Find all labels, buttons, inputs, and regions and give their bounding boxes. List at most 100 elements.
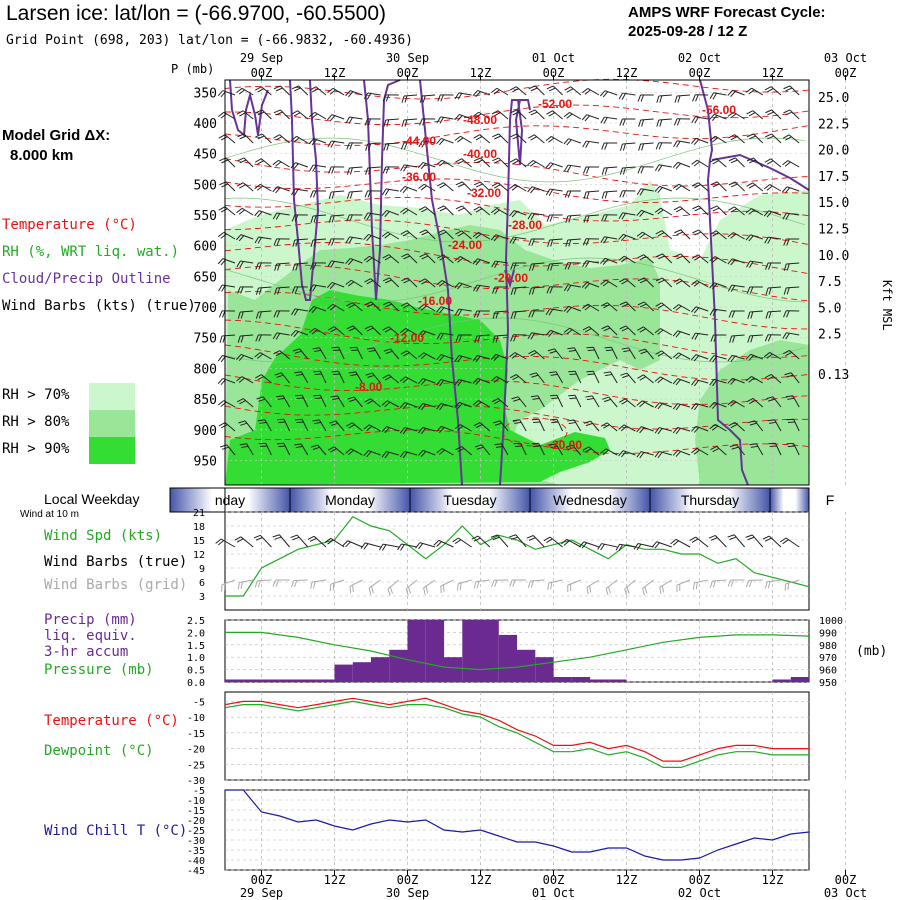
xsec-wind-barb	[673, 118, 691, 126]
xsec-wind-barb	[274, 262, 290, 271]
xsec-wind-barb	[709, 230, 727, 240]
wind-barb-feather	[766, 88, 774, 93]
surface-wind-barb	[615, 543, 636, 551]
wind-barb-staff	[643, 374, 654, 384]
wind-barb-staff	[387, 400, 400, 408]
wind-barb-feather	[746, 397, 754, 403]
wind-barb-feather	[512, 135, 520, 140]
wind-barb-feather	[492, 311, 496, 319]
xsec-wind-barb	[511, 396, 527, 408]
wind-barb-feather	[712, 580, 716, 588]
wind-barb-feather	[494, 443, 502, 446]
wind-barb-staff	[695, 402, 709, 408]
wind-barb-feather	[709, 135, 716, 141]
xsec-wind-barb	[783, 310, 800, 318]
wind-barb-feather	[530, 187, 536, 194]
wind-barb-feather	[313, 370, 321, 373]
xsec-wind-barb	[399, 328, 418, 336]
label-pressure-unit: (mb)	[856, 644, 888, 659]
wind-barb-feather	[510, 109, 518, 114]
pressure-tick-label: 960	[819, 666, 837, 677]
wind-barb-feather	[602, 259, 609, 265]
wind-barb-feather	[582, 446, 590, 451]
wind-barb-feather	[533, 421, 541, 423]
wind-barb-staff	[698, 229, 709, 240]
precip-bar	[334, 664, 353, 682]
wind-barb-staff	[641, 209, 654, 216]
wind-barb-feather	[533, 445, 541, 448]
wind-barb-feather	[371, 586, 374, 594]
wind-barb-feather	[454, 92, 460, 100]
xsec-wind-barb	[436, 137, 454, 146]
wind-barb-feather	[654, 427, 660, 434]
xsec-wind-barb	[709, 424, 727, 432]
wind-barb-staff	[261, 109, 272, 120]
xsec-wind-barb	[328, 214, 345, 223]
wind-barb-feather	[550, 582, 553, 590]
wind-barb-staff	[551, 136, 563, 144]
wind-barb-feather	[550, 263, 554, 271]
xsec-wind-barb	[255, 310, 272, 319]
wind-barb-feather	[295, 263, 299, 271]
bottom-time-label: 00Z	[543, 873, 565, 887]
wind-barb-staff	[770, 374, 782, 384]
wind-barb-feather	[436, 448, 443, 454]
wind-barb-feather	[417, 330, 424, 337]
wind-barb-feather	[436, 379, 442, 386]
xsec-wind-barb	[399, 427, 418, 435]
pressure-tick-label: 1000	[819, 616, 843, 627]
xsec-wind-barb	[331, 346, 345, 360]
wind-barb-feather	[675, 427, 681, 435]
surface-wind-barb	[670, 538, 691, 548]
xsec-wind-barb	[345, 116, 363, 124]
wind-barb-feather	[601, 191, 605, 199]
wind-barb-feather	[494, 135, 502, 140]
wind-barb-feather	[257, 211, 263, 218]
wind-barb-feather	[293, 163, 299, 170]
wind-barb-feather	[618, 212, 624, 220]
wind-barb-feather	[311, 329, 318, 335]
wind-barb-staff	[460, 424, 472, 432]
wind-barb-feather	[295, 418, 303, 421]
wind-barb-feather	[786, 374, 794, 378]
wind-barb-feather	[691, 448, 698, 454]
wind-barb-staff	[696, 448, 709, 456]
wind-barb-staff	[496, 376, 509, 384]
wind-barb-staff	[659, 185, 672, 192]
wind-barb-staff	[422, 426, 436, 432]
wind-barb-staff	[786, 212, 800, 216]
wind-barb-feather	[564, 262, 569, 270]
wind-barb-feather	[693, 307, 700, 314]
wind-barb-staff	[531, 186, 545, 192]
wind-barb-feather	[313, 349, 322, 352]
wind-barb-feather	[276, 395, 284, 398]
wind-barb-feather	[691, 306, 697, 313]
wind-barb-feather	[454, 256, 461, 262]
wind-barb-feather	[309, 111, 316, 118]
wind-barb-feather	[490, 208, 498, 214]
wind-barb-feather	[728, 181, 736, 186]
wind-barb-staff	[261, 133, 272, 144]
wind-barb-staff	[567, 238, 581, 241]
wind-barb-staff	[588, 446, 600, 456]
wind-barb-feather	[258, 398, 266, 402]
wind-barb-feather	[787, 397, 795, 400]
wind-barb-feather	[730, 183, 738, 188]
wind-barb-feather	[364, 278, 371, 283]
wind-barb-feather	[291, 188, 296, 196]
wind-barb-feather	[602, 396, 609, 400]
dewpoint-line	[224, 700, 809, 769]
wind-barb-staff	[496, 208, 509, 216]
precip-bar	[407, 620, 426, 682]
wind-barb-feather	[545, 162, 551, 169]
xsec-wind-barb	[382, 277, 400, 288]
xsec-wind-barb	[437, 182, 454, 192]
wind-barb-staff	[331, 114, 345, 120]
wind-barb-feather	[604, 167, 608, 175]
xsec-wind-barb	[382, 254, 400, 264]
wind-barb-staff	[716, 446, 727, 456]
xsec-wind-barb	[619, 142, 636, 151]
wind-barb-feather	[402, 403, 408, 410]
wind-barb-staff	[734, 422, 745, 432]
wind-barb-feather	[438, 449, 446, 455]
